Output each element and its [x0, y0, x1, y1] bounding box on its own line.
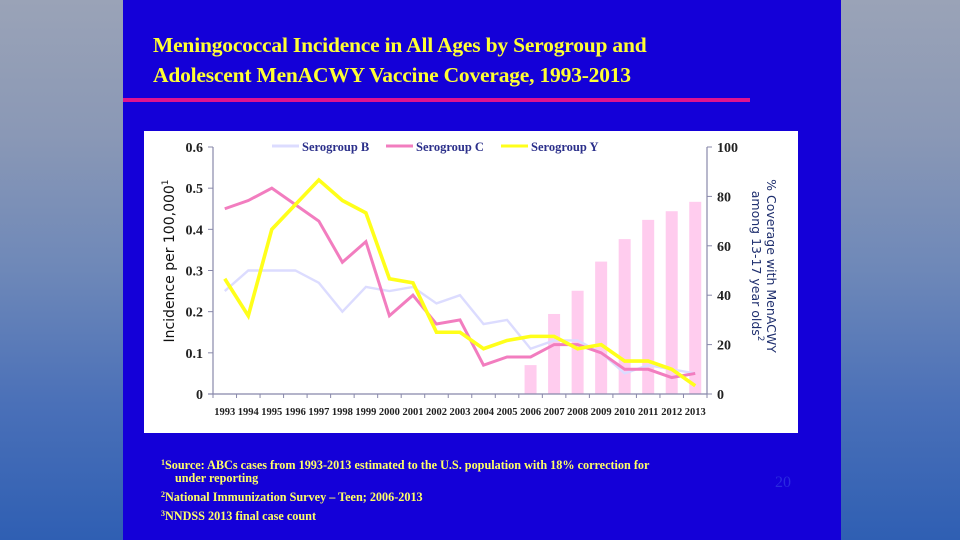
- series-line-serogroup-b: [223, 269, 696, 375]
- slide: Meningococcal Incidence in All Ages by S…: [123, 0, 841, 540]
- y-axis-title: Incidence per 100,0001: [161, 179, 178, 342]
- x-tick-label: 2008: [567, 407, 588, 418]
- y-tick-label: 0.4: [186, 223, 204, 238]
- x-tick-label: 2009: [591, 407, 612, 418]
- x-tick-label: 2013: [685, 407, 706, 418]
- chart-container: 0 0.1 0.2 0.3 0.4 0.5 0.6 0 20 40 60 80 100 1993 1994 1…: [144, 131, 798, 433]
- x-tick-label: 1993: [214, 407, 235, 418]
- y-right-tick-label: 0: [717, 388, 724, 403]
- x-tick-label: 2012: [661, 407, 682, 418]
- y-right-tick-label: 100: [717, 141, 738, 156]
- footnote-2-mark: 2: [161, 490, 165, 499]
- footnotes: 1Source: ABCs cases from 1993-2013 estim…: [161, 456, 781, 523]
- x-tick-label: 2006: [520, 407, 541, 418]
- x-tick-label: 2000: [379, 407, 400, 418]
- y-right-tick-label: 80: [717, 190, 731, 205]
- x-tick-label: 2005: [497, 407, 518, 418]
- y-tick-label: 0.1: [186, 347, 204, 362]
- title-divider: [123, 98, 750, 102]
- footnote-3-mark: 3: [161, 509, 165, 518]
- y-axis-right-title-line2: among 13-17 year olds2: [749, 191, 765, 341]
- x-tick-label: 2011: [638, 407, 658, 418]
- coverage-bars: [524, 201, 702, 394]
- slide-title: Meningococcal Incidence in All Ages by S…: [153, 30, 813, 90]
- y-right-tick-label: 60: [717, 240, 731, 255]
- series-lines: [223, 177, 697, 388]
- x-tick-label: 1995: [261, 407, 282, 418]
- legend: Serogroup B Serogroup C Serogroup Y: [272, 140, 599, 154]
- coverage-bar-2010: [618, 239, 631, 394]
- footnote-2: 2National Immunization Survey – Teen; 20…: [161, 488, 781, 504]
- coverage-bar-2007: [548, 313, 561, 394]
- coverage-bar-2013: [689, 201, 702, 394]
- footnote-3-text: NNDSS 2013 final case count: [165, 509, 316, 523]
- title-line-2: Adolescent MenACWY Vaccine Coverage, 199…: [153, 63, 631, 87]
- y-tick-label: 0.2: [186, 306, 204, 321]
- series-line-serogroup-y: [223, 177, 697, 388]
- x-tick-label: 1996: [285, 407, 306, 418]
- coverage-bar-2006: [524, 365, 537, 394]
- footnote-1: 1Source: ABCs cases from 1993-2013 estim…: [161, 456, 781, 485]
- legend-label: Serogroup Y: [531, 140, 599, 154]
- x-tick-label: 1999: [355, 407, 376, 418]
- series-line-serogroup-c: [224, 186, 696, 380]
- legend-label: Serogroup B: [302, 140, 369, 154]
- y-tick-label: 0.6: [186, 141, 204, 156]
- x-tick-label: 2001: [402, 407, 423, 418]
- x-tick-label: 2004: [473, 407, 495, 418]
- footnote-1-continued: under reporting: [175, 471, 259, 485]
- y-tick-label: 0.5: [186, 182, 204, 197]
- footnote-2-text: National Immunization Survey – Teen; 200…: [165, 490, 423, 504]
- coverage-bar-2008: [571, 290, 584, 394]
- y-tick-label: 0.3: [186, 265, 204, 280]
- y-axis-right-title-line1: % Coverage with MenACWY: [764, 179, 779, 353]
- x-tick-label: 2002: [426, 407, 447, 418]
- y-right-tick-label: 40: [717, 289, 731, 304]
- title-line-1: Meningococcal Incidence in All Ages by S…: [153, 33, 647, 57]
- x-tick-label: 1997: [308, 407, 329, 418]
- coverage-bar-2009: [595, 261, 608, 394]
- coverage-bar-2011: [642, 219, 655, 394]
- axis-labels: Incidence per 100,0001 % Coverage with M…: [161, 179, 779, 353]
- x-tick-label: 1994: [238, 407, 260, 418]
- legend-label: Serogroup C: [416, 140, 484, 154]
- x-tick-label: 2010: [614, 407, 635, 418]
- x-tick-label: 1998: [332, 407, 353, 418]
- coverage-bar-2012: [665, 211, 678, 394]
- footnote-1-text: Source: ABCs cases from 1993-2013 estima…: [165, 458, 650, 472]
- x-tick-label: 2003: [450, 407, 471, 418]
- x-tick-label: 2007: [544, 407, 565, 418]
- footnote-1-mark: 1: [161, 458, 165, 467]
- y-right-tick-label: 20: [717, 339, 731, 354]
- page-number: 20: [775, 474, 791, 491]
- y-tick-label: 0: [196, 388, 203, 403]
- footnote-3: 3NNDSS 2013 final case count: [161, 507, 781, 523]
